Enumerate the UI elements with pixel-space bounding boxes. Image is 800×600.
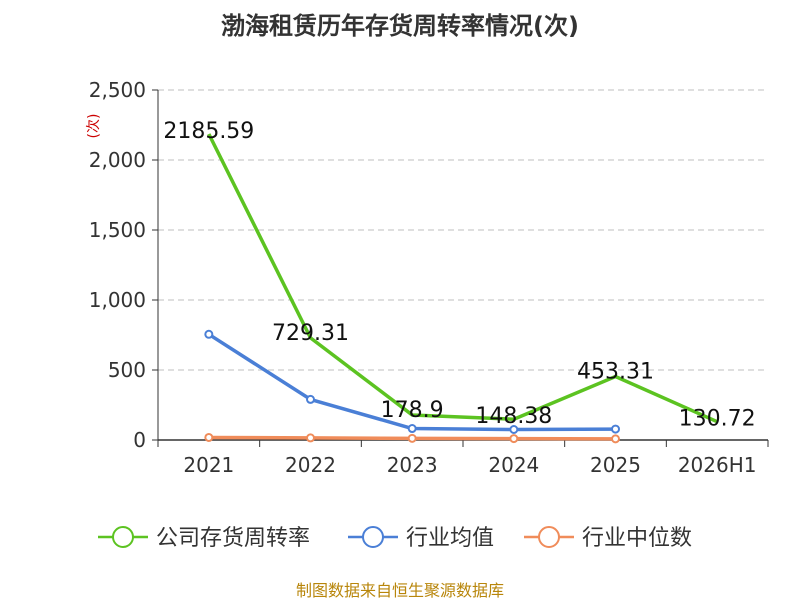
data-label: 178.9 xyxy=(381,398,444,423)
legend-label: 行业均值 xyxy=(406,526,494,551)
y-tick-label: 1,500 xyxy=(89,218,146,242)
source-note: 制图数据来自恒生聚源数据库 xyxy=(296,581,504,600)
y-tick-label: 1,000 xyxy=(89,288,146,312)
data-label: 729.31 xyxy=(272,321,349,346)
data-point xyxy=(204,329,214,339)
data-labels: 2185.59 729.31 178.9 148.38 453.31 130.72 xyxy=(163,119,755,432)
data-label: 453.31 xyxy=(577,360,654,385)
legend-marker xyxy=(538,526,560,548)
x-tick-label: 2023 xyxy=(387,453,438,477)
series-line xyxy=(207,133,718,424)
data-point xyxy=(611,434,620,444)
data-point xyxy=(306,433,315,443)
data-label: 2185.59 xyxy=(163,119,254,144)
x-tick-label: 2024 xyxy=(488,453,539,477)
chart-title: 渤海租赁历年存货周转率情况(次) xyxy=(221,12,579,40)
data-point xyxy=(306,394,315,404)
data-label: 130.72 xyxy=(679,407,756,432)
legend-label: 行业中位数 xyxy=(582,526,692,551)
y-tick-label: 2,000 xyxy=(89,148,146,172)
y-axis-label: (次) xyxy=(86,114,102,139)
x-tick-label: 2021 xyxy=(183,453,234,477)
legend-marker xyxy=(362,526,384,548)
legend: 公司存货周转率 行业均值 行业中位数 xyxy=(98,526,692,551)
x-tick-label: 2025 xyxy=(590,453,641,477)
y-tick-label: 2,500 xyxy=(89,78,146,102)
data-point xyxy=(509,425,519,434)
x-tick-label: 2026H1 xyxy=(678,453,757,477)
data-point xyxy=(509,434,519,444)
grid-lines xyxy=(158,89,768,371)
series-layer xyxy=(204,133,718,444)
y-tick-label: 0 xyxy=(133,428,146,452)
legend-marker xyxy=(112,526,134,548)
legend-label: 公司存货周转率 xyxy=(156,526,310,551)
data-point xyxy=(204,432,214,442)
data-point xyxy=(407,433,417,443)
data-point xyxy=(407,424,417,434)
x-tick-label: 2022 xyxy=(285,453,336,477)
y-tick-label: 500 xyxy=(108,358,146,382)
data-label: 148.38 xyxy=(475,404,552,429)
axes: 0 500 1,000 1,500 2,000 2,500 2021 2022 2023 2024… xyxy=(89,78,769,477)
data-point xyxy=(611,424,620,434)
